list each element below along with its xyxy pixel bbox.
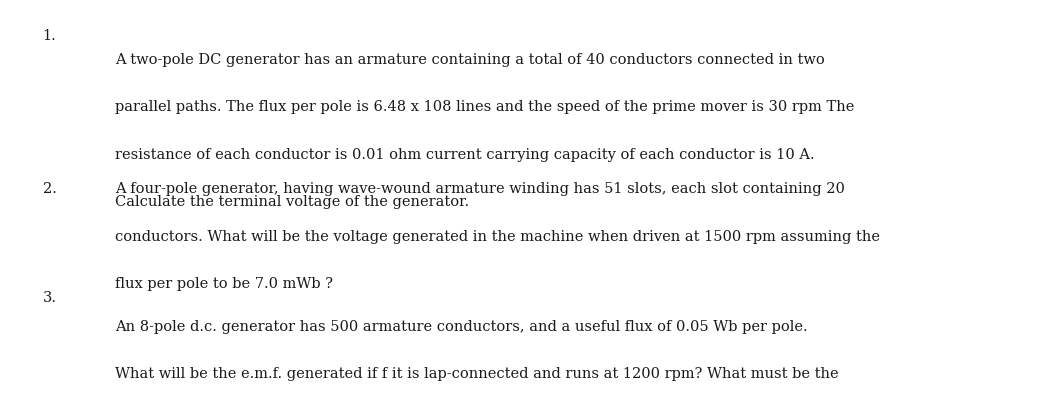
Text: An 8-pole d.c. generator has 500 armature conductors, and a useful flux of 0.05 : An 8-pole d.c. generator has 500 armatur… [115, 319, 808, 333]
Text: What will be the e.m.f. generated if f it is lap-connected and runs at 1200 rpm?: What will be the e.m.f. generated if f i… [115, 366, 838, 380]
Text: flux per pole to be 7.0 mWb ?: flux per pole to be 7.0 mWb ? [115, 276, 333, 290]
Text: A two-pole DC generator has an armature containing a total of 40 conductors conn: A two-pole DC generator has an armature … [115, 53, 825, 67]
Text: parallel paths. The flux per pole is 6.48 x 108 lines and the speed of the prime: parallel paths. The flux per pole is 6.4… [115, 100, 854, 114]
Text: conductors. What will be the voltage generated in the machine when driven at 150: conductors. What will be the voltage gen… [115, 229, 880, 243]
Text: A four-pole generator, having wave-wound armature winding has 51 slots, each slo: A four-pole generator, having wave-wound… [115, 182, 845, 196]
Text: Calculate the terminal voltage of the generator.: Calculate the terminal voltage of the ge… [115, 194, 469, 208]
Text: resistance of each conductor is 0.01 ohm current carrying capacity of each condu: resistance of each conductor is 0.01 ohm… [115, 147, 815, 161]
Text: 1.: 1. [43, 29, 56, 43]
Text: 2.: 2. [43, 182, 56, 196]
Text: 3.: 3. [43, 290, 56, 304]
